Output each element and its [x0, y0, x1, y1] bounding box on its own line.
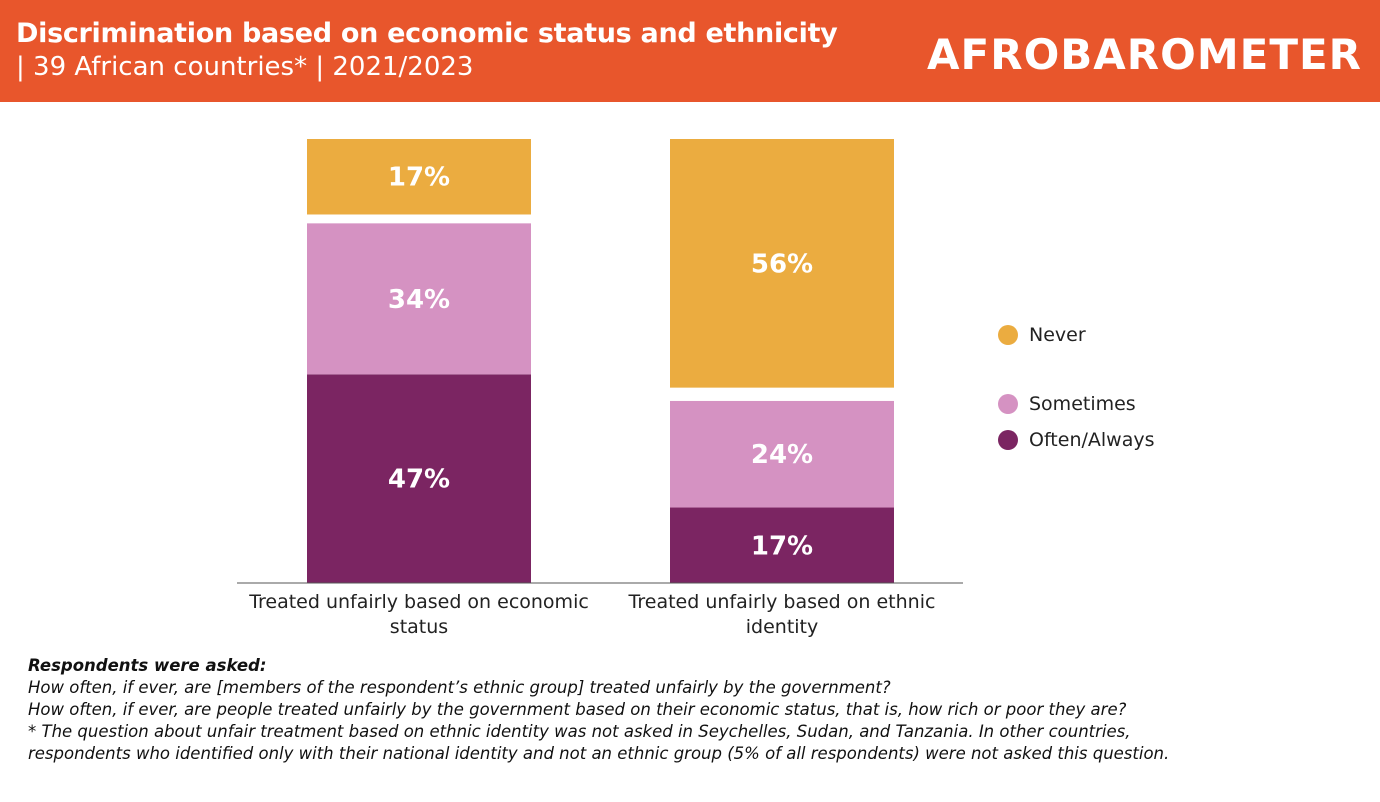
data-label: 17%	[388, 163, 450, 193]
bar-segment-often-always	[307, 374, 531, 583]
legend-swatch	[998, 325, 1018, 345]
legend-item-often-always: Often/Always	[998, 429, 1155, 451]
note-line: * The question about unfair treatment ba…	[28, 722, 1131, 741]
data-label: 24%	[751, 440, 813, 470]
legend-item-never: Never	[998, 324, 1086, 346]
legend-label: Sometimes	[1029, 393, 1136, 415]
data-label: 34%	[388, 285, 450, 315]
bar-segment-never	[307, 139, 531, 215]
data-label: 56%	[751, 249, 813, 279]
afrobarometer-logo: AFROBAROMETER	[927, 30, 1362, 79]
legend-label: Often/Always	[1029, 429, 1155, 451]
chart-title: Discrimination based on economic status …	[16, 18, 838, 49]
footnotes: Respondents were asked: How often, if ev…	[28, 655, 1169, 765]
bar-segment-sometimes	[307, 223, 531, 375]
legend-swatch	[998, 430, 1018, 450]
bar-segment-never	[670, 139, 894, 388]
category-label: Treated unfairly based on economic statu…	[249, 591, 589, 638]
note-line: How often, if ever, are people treated u…	[28, 700, 1127, 719]
bar-segment-often-always	[670, 507, 894, 583]
chart-subtitle: | 39 African countries* | 2021/2023	[16, 52, 474, 82]
category-label: Treated unfairly based on ethnic identit…	[628, 591, 936, 638]
bar-segment-sometimes	[670, 400, 894, 508]
legend-item-sometimes: Sometimes	[998, 393, 1136, 415]
data-label: 47%	[388, 465, 450, 495]
legend-swatch	[998, 394, 1018, 414]
data-label: 17%	[751, 531, 813, 561]
legend-label: Never	[1029, 324, 1086, 346]
notes-heading: Respondents were asked:	[28, 656, 267, 675]
header-banner: Discrimination based on economic status …	[0, 0, 1380, 102]
note-line: respondents who identified only with the…	[28, 744, 1170, 763]
note-line: How often, if ever, are [members of the …	[28, 678, 891, 697]
